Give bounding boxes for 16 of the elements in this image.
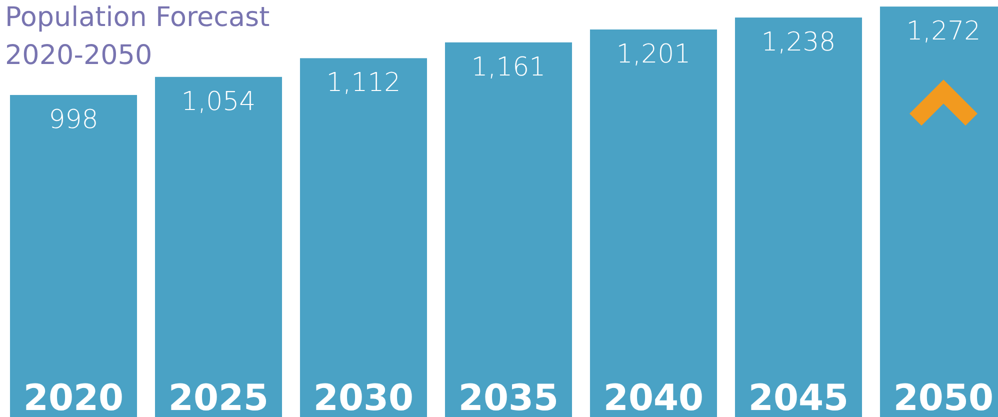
x-tick-label: 2030 <box>313 378 414 417</box>
x-tick-label: 2035 <box>458 378 559 417</box>
text: 2020-2050 <box>5 40 152 71</box>
x-tick-label: 2050 <box>893 378 994 417</box>
x-tick-label: 2040 <box>603 378 704 417</box>
data-label: 1,238 <box>761 28 836 58</box>
data-label: 1,272 <box>906 16 981 47</box>
x-tick-label: 2020 <box>23 378 124 417</box>
data-label: 1,054 <box>181 86 256 117</box>
data-label: 1,112 <box>326 68 401 98</box>
x-tick-label: 2025 <box>168 378 269 417</box>
data-label: 998 <box>48 104 98 135</box>
data-label: 1,161 <box>471 52 546 82</box>
x-tick-label: 2045 <box>748 378 849 417</box>
data-label: 1,201 <box>616 39 691 70</box>
chart-title: Population Forecast <box>5 2 270 33</box>
